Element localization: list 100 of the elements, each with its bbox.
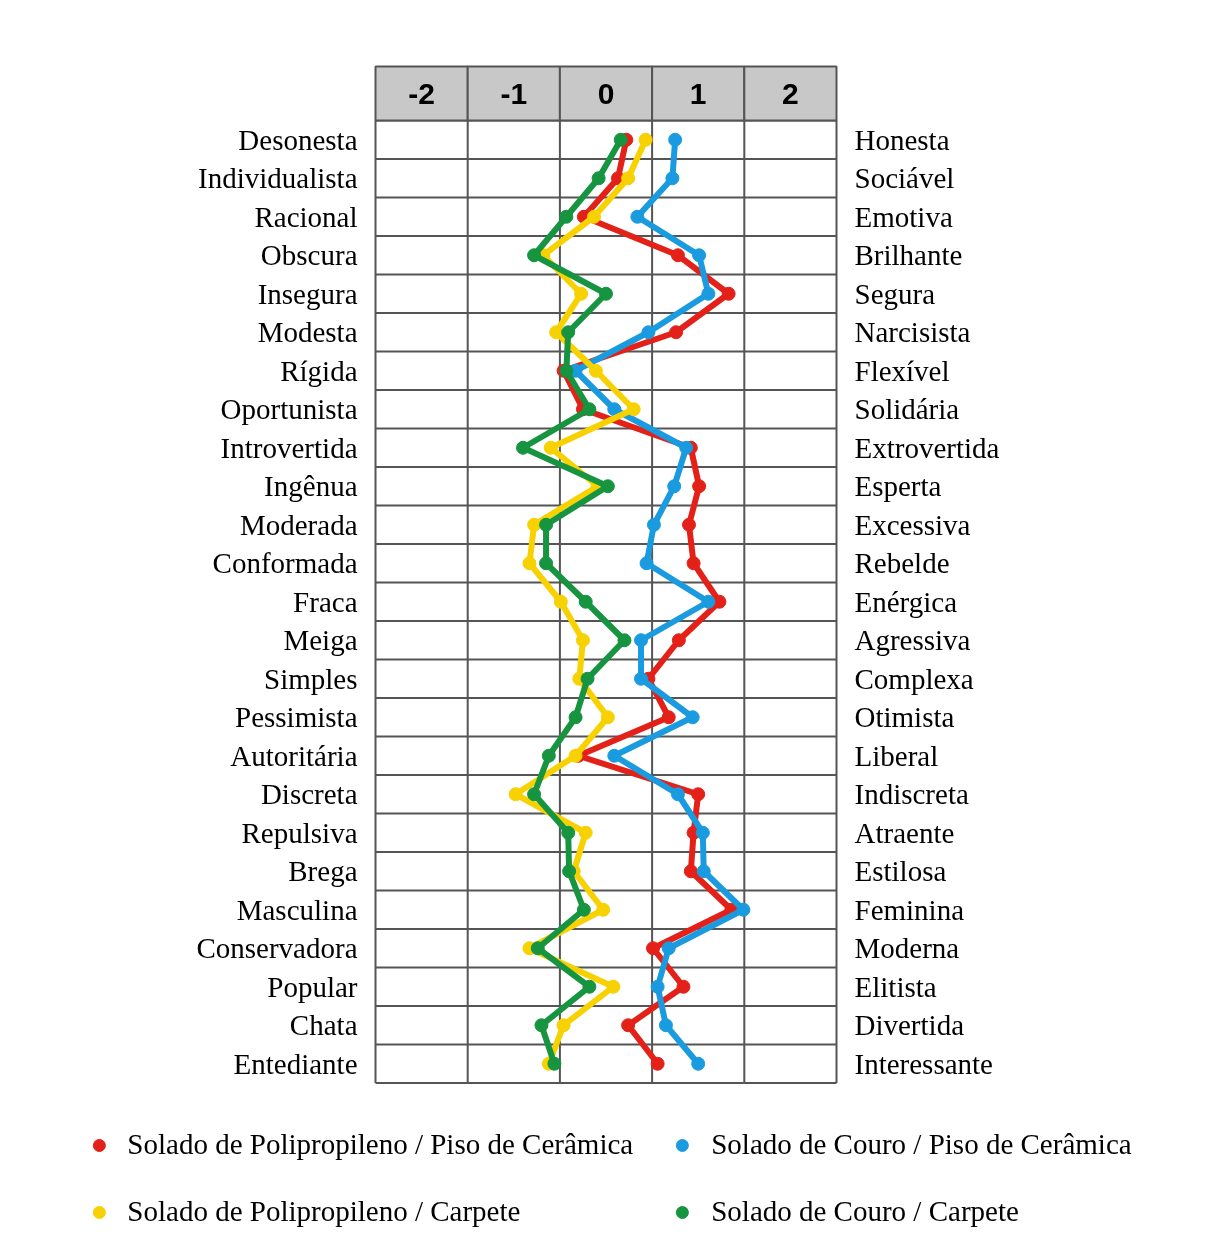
point [701,594,716,609]
point [527,787,542,802]
y2-tick-label: Solidária [854,393,960,426]
point [634,633,649,648]
y2-tick-label: Honesta [854,123,950,156]
point [676,979,691,994]
x-tick-label: 0 [597,76,615,110]
point [634,671,649,686]
point [670,248,685,263]
point [559,209,574,224]
y2-tick-label: Extrovertida [854,431,1000,464]
point [556,1018,571,1033]
point [607,402,622,417]
y2-tick-label: Liberal [854,739,939,772]
y-tick-label: Insegura [257,277,358,310]
y-tick-label: Entediante [233,1047,358,1080]
point [574,286,589,301]
point [600,479,615,494]
point [661,941,676,956]
point [669,325,684,340]
x-tick-label: -2 [408,76,435,110]
point [549,325,564,340]
y-tick-label: Modesta [257,316,358,349]
point [516,440,531,455]
y-tick-label: Simples [264,662,358,695]
x-tick-label: 1 [689,76,707,110]
point [685,710,700,725]
y2-tick-label: Flexível [854,354,950,387]
y2-tick-label: Segura [854,277,936,310]
point [578,594,593,609]
point [712,594,727,609]
y2-tick-label: Elitista [854,970,937,1003]
point [665,171,680,186]
point [606,979,621,994]
y-tick-label: Masculina [236,893,358,926]
y-tick-label: Meiga [283,624,358,657]
y-tick-label: Chata [289,1009,358,1042]
y-tick-label: Rígida [280,354,358,387]
y-tick-label: Pessimista [235,701,358,734]
point [591,171,606,186]
x-tick-label: -1 [500,76,528,110]
point [639,556,654,571]
point [553,594,568,609]
x-tick-label: 2 [782,76,799,110]
point [686,556,701,571]
point [547,1056,562,1071]
y2-tick-label: Feminina [854,893,965,926]
point [736,902,751,917]
y2-tick-label: Rebelde [854,547,950,580]
point [599,286,613,301]
point [695,825,710,840]
point [522,556,537,571]
point [575,633,590,648]
y-tick-label: Individualista [198,162,358,195]
y-tick-label: Repulsiva [241,816,358,849]
point [534,1018,549,1033]
y-tick-label: Brega [288,855,358,888]
point [607,748,622,763]
y2-tick-label: Excessiva [854,508,971,541]
point [617,633,632,648]
point [721,286,736,301]
y2-tick-label: Atraente [854,816,955,849]
point [543,440,558,455]
point [650,1056,665,1071]
point [527,517,542,532]
point [621,171,636,186]
y-tick-label: Popular [267,970,358,1003]
point [668,132,683,147]
point [588,363,603,378]
point [539,556,554,571]
y-tick-label: Moderada [239,508,358,541]
y2-tick-label: Interessante [854,1047,993,1080]
point [508,787,523,802]
y2-tick-label: Sociável [854,162,955,195]
point [646,941,661,956]
point [691,787,706,802]
point [576,902,591,917]
y2-tick-label: Emotiva [854,200,953,233]
point [587,209,602,224]
point [527,248,542,263]
point [692,479,707,494]
point [541,748,556,763]
y2-tick-label: Indiscreta [854,778,969,811]
point [683,864,698,879]
y-tick-label: Oportunista [220,393,358,426]
point [641,325,656,340]
point [582,402,597,417]
y-tick-label: Fraca [293,585,358,618]
point [630,209,645,224]
point [701,286,716,301]
legend-label: Solado de Couro / Piso de Cerâmica [711,1128,1132,1161]
point [658,1018,673,1033]
y2-tick-label: Estilosa [854,855,947,888]
point [661,710,676,725]
y-tick-label: Desonesta [238,123,358,156]
point [562,864,577,879]
y2-tick-label: Brilhante [854,239,963,272]
legend-label: Solado de Polipropileno / Piso de Cerâmica [127,1128,634,1161]
point [580,671,595,686]
point [671,633,686,648]
